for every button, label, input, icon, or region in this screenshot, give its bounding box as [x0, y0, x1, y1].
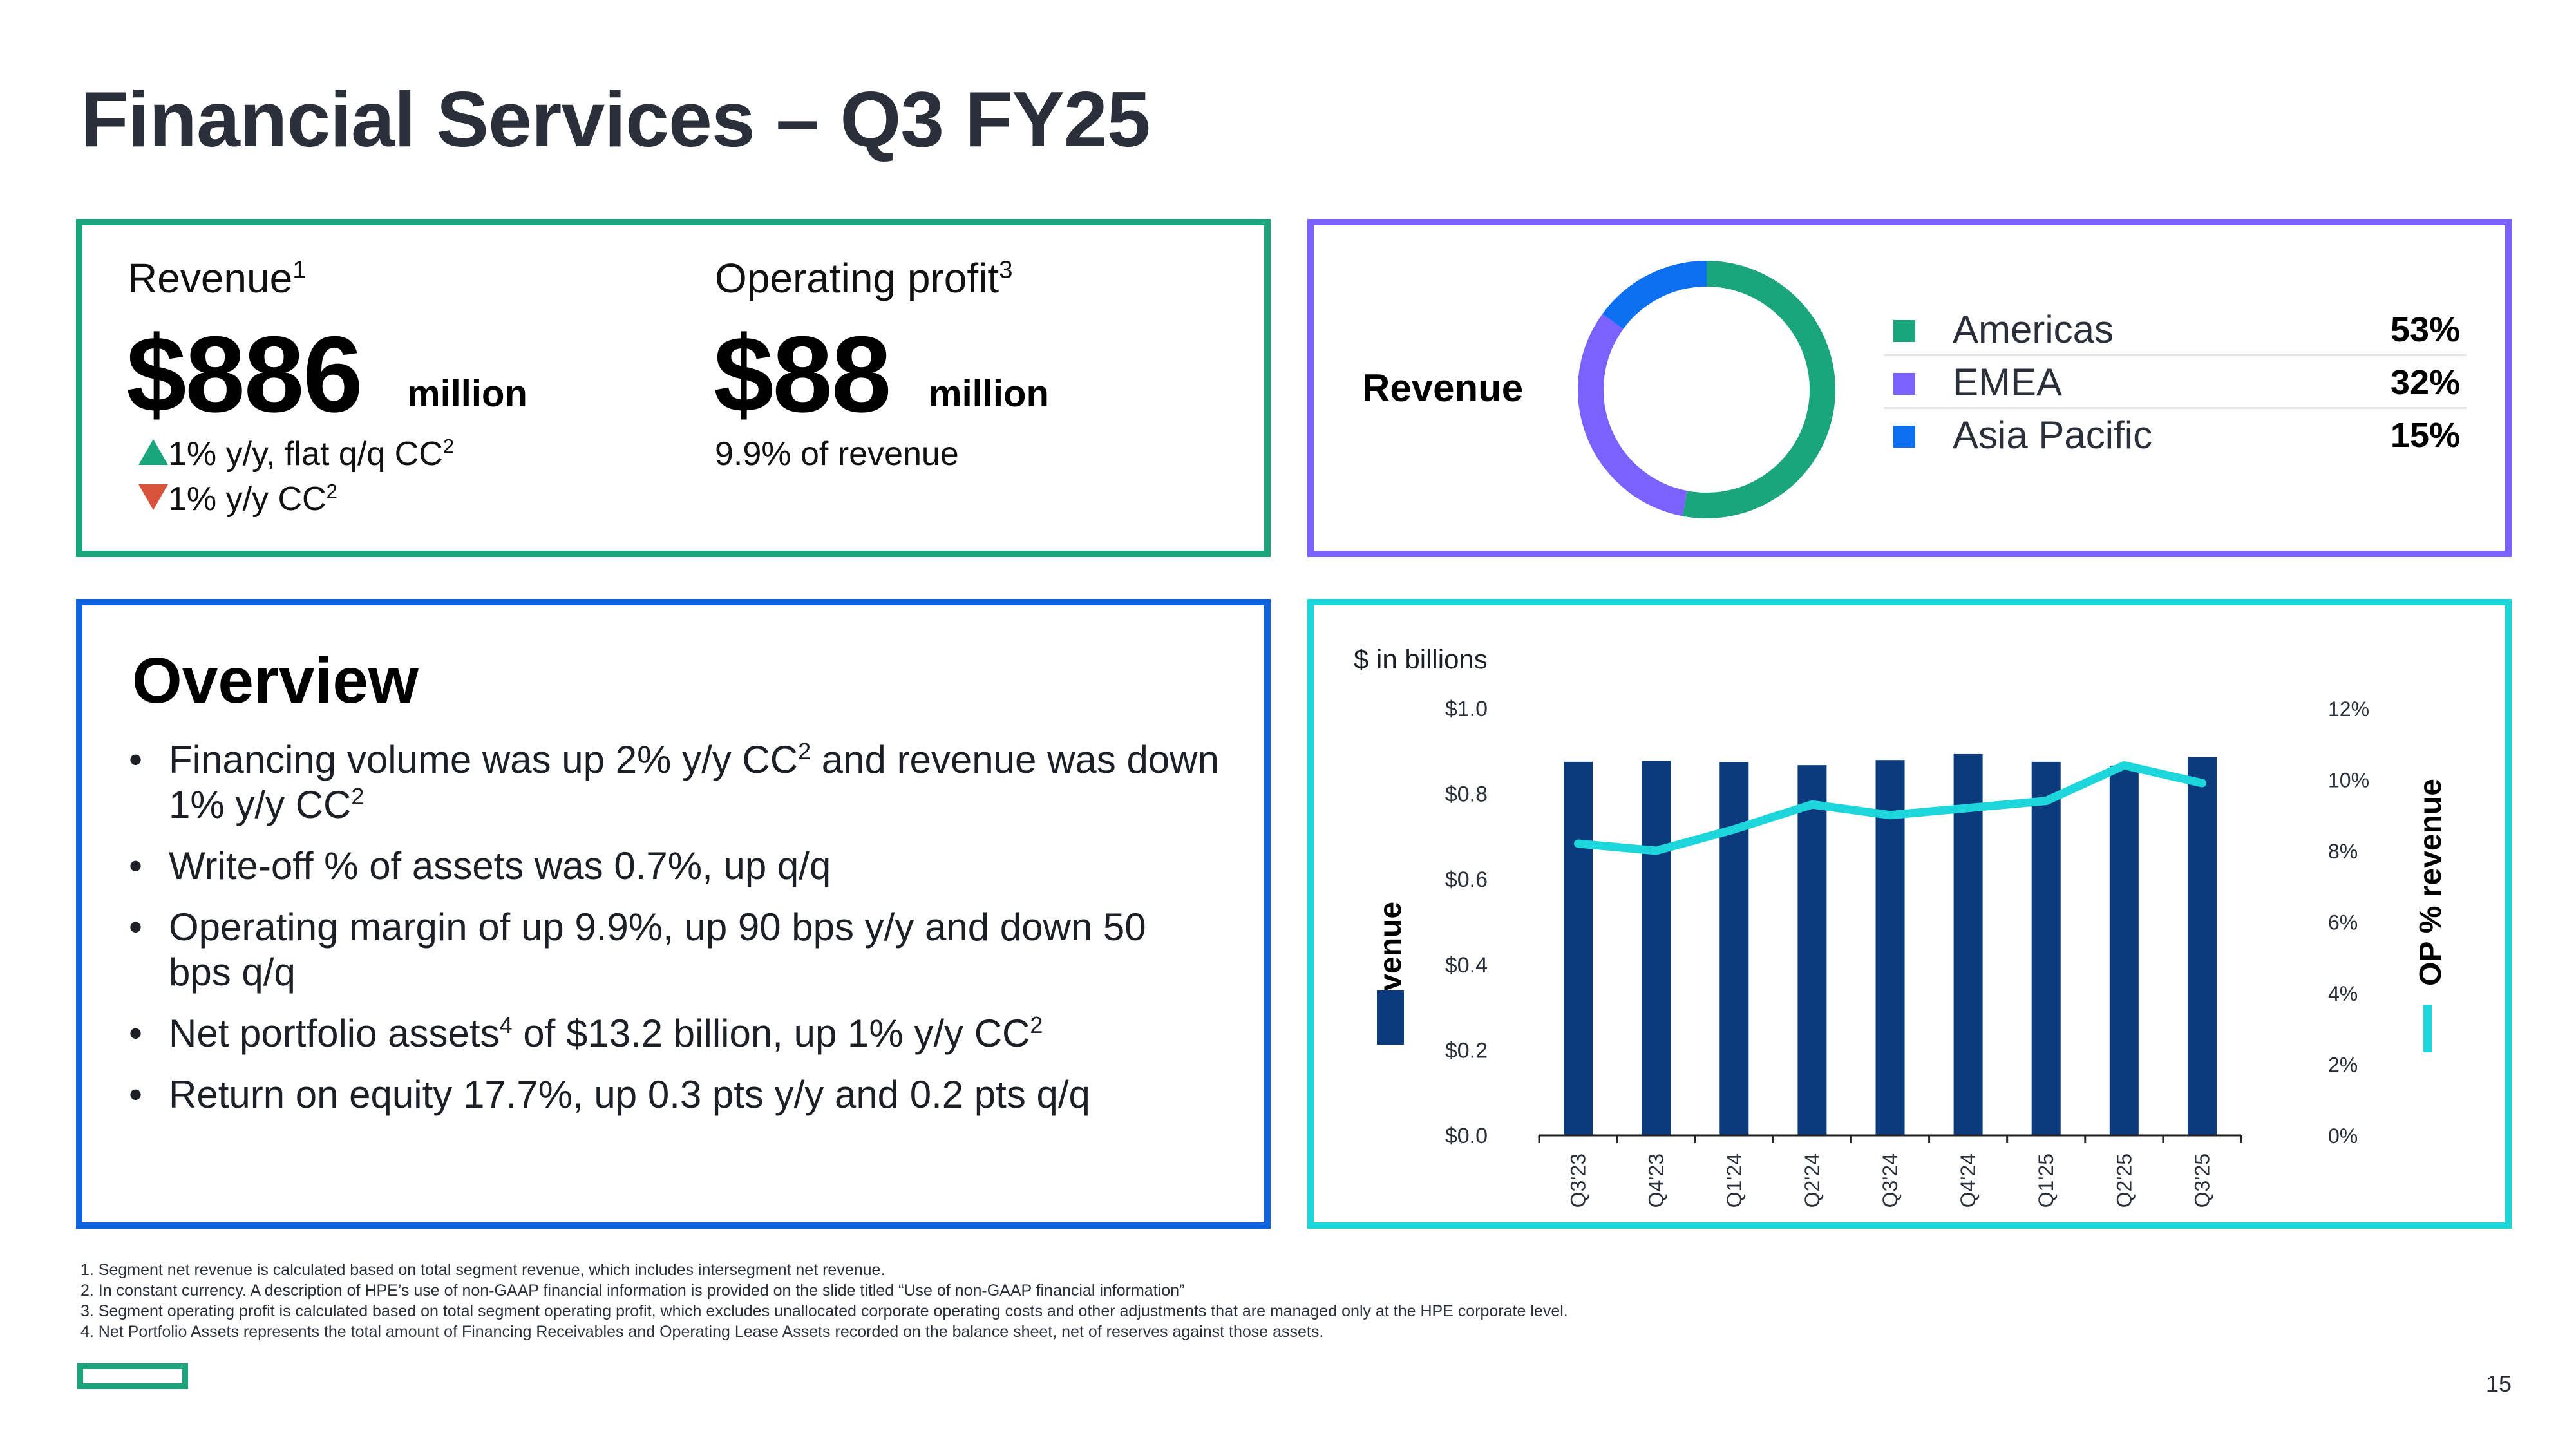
revenue-mix-panel: [1307, 219, 2512, 557]
footnote: 1. Segment net revenue is calculated bas…: [80, 1261, 886, 1279]
x-tick-label: Q4'23: [1645, 1153, 1668, 1208]
x-tick-label: Q2'25: [2112, 1153, 2136, 1208]
revenue-bar: [1564, 761, 1593, 1135]
operating-profit-kpi-unit: million: [929, 373, 1049, 415]
revenue-bar: [1719, 762, 1749, 1135]
revenue-bar: [1797, 765, 1827, 1135]
revenue-bar: [1642, 761, 1671, 1135]
revenue-bar: [2109, 765, 2139, 1135]
legend-label: Americas: [1953, 308, 2114, 351]
legend-value: 15%: [2390, 416, 2460, 455]
donut-slice-asia-pacific: [1602, 261, 1707, 330]
legend-item-americas: Americas 53%: [1884, 305, 2467, 356]
operating-profit-kpi-value: $88: [714, 314, 891, 435]
bullet-dot: •: [129, 1012, 143, 1055]
bullet-text: Write-off % of assets was 0.7%, up q/q: [169, 844, 831, 887]
x-tick-label: Q2'24: [1801, 1153, 1824, 1208]
y2-tick-label: 10%: [2328, 769, 2369, 792]
legend-swatch-op-percent: [2423, 1005, 2432, 1052]
bullet-dot: •: [129, 844, 143, 887]
legend-value: 53%: [2390, 310, 2460, 349]
bullet-dot: •: [129, 905, 143, 949]
y2-tick-label: 2%: [2328, 1054, 2358, 1077]
revenue-kpi-value: $886: [126, 314, 363, 435]
bullet-text: Net portfolio assets4 of $13.2 billion, …: [169, 1012, 1043, 1055]
legend-swatch: [1893, 373, 1915, 395]
bullet-text: Financing volume was up 2% y/y CC2 and r…: [169, 738, 1219, 826]
trend-up-icon: [138, 439, 168, 465]
revenue-mix-donut: [1578, 261, 1835, 518]
y2-tick-label: 0%: [2328, 1124, 2358, 1148]
legend-swatch-revenue: [1377, 990, 1404, 1045]
footnote: 3. Segment operating profit is calculate…: [80, 1302, 1568, 1320]
x-tick-label: Q3'24: [1879, 1153, 1902, 1208]
bullet-text: Return on equity 17.7%, up 0.3 pts y/y a…: [169, 1073, 1090, 1116]
x-tick-label: Q3'23: [1567, 1153, 1590, 1208]
legend-item-emea: EMEA 32%: [1884, 357, 2467, 409]
kpi-panel: [76, 219, 1271, 557]
footnote-ref: 3: [999, 256, 1013, 284]
legend-swatch: [1893, 320, 1915, 342]
y2-tick-label: 4%: [2328, 982, 2358, 1005]
legend-swatch: [1893, 426, 1915, 448]
x-tick-label: Q4'24: [1956, 1153, 1980, 1208]
revenue-bar: [1875, 760, 1905, 1135]
legend-label: EMEA: [1953, 361, 2063, 404]
legend-label: Asia Pacific: [1953, 413, 2153, 457]
revenue-cc-change: 1% y/y CC2: [138, 480, 337, 518]
page-number: 15: [2485, 1370, 2512, 1397]
y-tick-label: $0.8: [1445, 782, 1488, 807]
footnote: 2. In constant currency. A description o…: [80, 1282, 1185, 1300]
donut-slice-emea: [1578, 314, 1688, 516]
revenue-yoy-change: 1% y/y, flat q/q CC2: [138, 435, 454, 473]
chart-unit-note: $ in billions: [1354, 644, 1488, 674]
op-percent-line: [1574, 761, 2206, 855]
legend-value: 32%: [2390, 363, 2460, 402]
bullet-dot: •: [129, 738, 143, 781]
y2-tick-label: 8%: [2328, 840, 2358, 863]
revenue-mix-label: Revenue: [1362, 366, 1524, 410]
y-tick-label: $0.0: [1445, 1124, 1488, 1148]
footnote: 4. Net Portfolio Assets represents the t…: [80, 1323, 1324, 1341]
y-tick-label: $0.6: [1445, 867, 1488, 892]
revenue-chart-panel: [1307, 599, 2512, 1229]
y2-axis-title: OP % revenue: [2414, 779, 2448, 986]
revenue-kpi-label: Revenue1: [128, 255, 307, 301]
donut-slice-americas: [1682, 261, 1835, 518]
legend-item-asia-pacific: Asia Pacific 15%: [1884, 410, 2467, 462]
trend-down-icon: [138, 484, 168, 510]
y2-tick-label: 6%: [2328, 911, 2358, 934]
bullet-text: Operating margin of up 9.9%, up 90 bps y…: [169, 905, 1146, 994]
x-tick-label: Q1'24: [1723, 1153, 1746, 1208]
operating-profit-kpi-label: Operating profit3: [715, 255, 1013, 301]
revenue-bar: [1953, 753, 1983, 1135]
revenue-kpi-unit: million: [407, 373, 527, 415]
y2-tick-label: 12%: [2328, 697, 2369, 721]
bullet-dot: •: [129, 1073, 143, 1116]
page-title: Financial Services – Q3 FY25: [80, 75, 1151, 163]
revenue-bar: [2187, 757, 2217, 1135]
x-tick-label: Q3'25: [2190, 1153, 2213, 1208]
y-tick-label: $1.0: [1445, 697, 1488, 721]
overview-panel: [76, 599, 1271, 1229]
footnote-ref: 1: [292, 256, 307, 284]
hpe-logo-icon: [77, 1363, 188, 1389]
overview-title: Overview: [132, 645, 419, 717]
revenue-bar: [2031, 761, 2061, 1135]
x-tick-label: Q1'25: [2034, 1153, 2058, 1208]
y-tick-label: $0.2: [1445, 1038, 1488, 1063]
y-tick-label: $0.4: [1445, 953, 1488, 978]
operating-profit-margin: 9.9% of revenue: [715, 435, 959, 473]
revenue-op-combo-chart: Revenue OP % revenue $0.0$0.2$0.4$0.6$0.…: [1374, 697, 2448, 1208]
